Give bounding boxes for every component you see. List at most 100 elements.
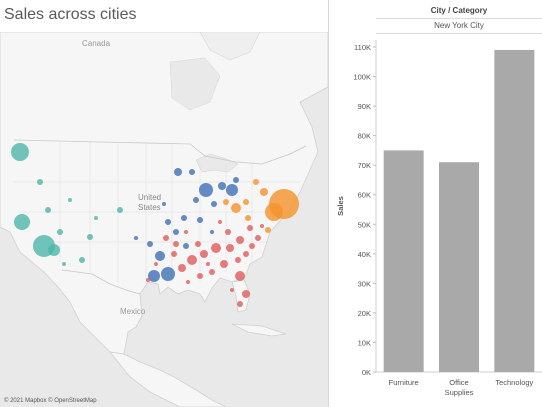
map-bubbles[interactable] [11,143,299,307]
y-tick-label: 90K [358,102,371,111]
map-bubble-south[interactable] [211,243,221,253]
map-bubble-south[interactable] [243,251,249,257]
x-tick-label: Office Supplies [445,378,474,397]
map-bubble-south[interactable] [186,280,190,284]
bar-furniture[interactable] [383,150,424,372]
map-bubble-east[interactable] [253,179,259,185]
map-bubble-central[interactable] [181,215,187,221]
map-bubble-west[interactable] [48,244,60,256]
map-bubble-east[interactable] [265,227,271,233]
y-tick-label: 70K [358,161,371,170]
map-bubble-east[interactable] [260,188,268,196]
map-bubble-west[interactable] [68,198,72,202]
chart-header-title: City / Category [430,6,488,15]
map-bubble-south[interactable] [146,278,150,282]
map-bubble-central[interactable] [189,169,195,175]
map-bubble-east[interactable] [243,199,249,205]
map-bubble-south[interactable] [154,262,158,266]
map-bubble-central[interactable] [162,202,166,206]
map-land-cuba [231,323,287,337]
map-bubble-south[interactable] [255,235,261,241]
map-bubble-south[interactable] [187,255,197,265]
map-bubble-south[interactable] [195,241,201,247]
y-tick-label: 80K [358,132,371,141]
map-bubble-central[interactable] [165,219,171,225]
map-bubble-south[interactable] [197,273,203,279]
y-tick-label: 60K [358,191,371,200]
map-bubble-east[interactable] [245,215,251,221]
map-bubble-central[interactable] [197,217,203,223]
map-bubble-west[interactable] [11,143,29,161]
map-bubble-south[interactable] [237,301,243,307]
map-bubble-west[interactable] [45,207,51,213]
page-title: Sales across cities [4,6,137,23]
bar-technology[interactable] [494,49,535,373]
map-border-canada-us [13,139,307,165]
x-tick-label: Furniture [389,378,419,387]
map-bubble-south[interactable] [209,269,215,275]
map-bubble-west[interactable] [14,214,30,230]
map-bubble-west[interactable] [37,179,43,185]
map-bubble-central[interactable] [155,251,165,261]
map-credit: © 2021 Mapbox © OpenStreetMap [4,398,97,404]
map-bubble-west[interactable] [117,207,123,213]
map-bubble-west[interactable] [87,234,93,240]
map-bubble-east[interactable] [265,203,283,221]
map-bubble-central[interactable] [148,270,160,282]
map-bubble-east[interactable] [223,199,229,205]
map-bubble-central[interactable] [211,201,217,207]
map-bubble-central[interactable] [173,229,179,235]
map-bubble-west[interactable] [62,262,66,266]
map-bubble-south[interactable] [230,288,234,292]
map-bubble-west[interactable] [94,216,98,220]
map-bubble-south[interactable] [235,271,245,281]
map-bubble-west[interactable] [79,257,85,263]
map-bubble-west[interactable] [57,229,63,235]
map-bubble-central[interactable] [161,267,175,281]
y-tick-label: 30K [358,279,371,288]
map-bubble-south[interactable] [173,241,179,247]
map-bubble-south[interactable] [206,262,210,266]
map-bubble-south[interactable] [171,251,177,257]
y-tick-label: 10K [358,338,371,347]
map-bubble-south[interactable] [242,290,250,298]
map-border-us-mexico [61,269,141,295]
map-bubble-south[interactable] [200,250,208,258]
y-tick-label: 0K [362,368,371,377]
chart-header-city[interactable]: New York City [434,21,484,30]
map-bubble-south[interactable] [184,230,188,234]
map-bubble-south[interactable] [235,257,241,263]
map-bubble-south[interactable] [178,264,186,272]
header-rule-2 [376,33,542,34]
bar-chart: 0K 10K 20K 30K 40K 50K 60K 70K 80K 90K 100K 110K Sal… [336,40,542,397]
map-bubble-south[interactable] [226,244,234,252]
map-bubble-central[interactable] [199,183,213,197]
map-bubble-central[interactable] [233,177,239,183]
map-bubble-central[interactable] [210,230,214,234]
map-bubble-south[interactable] [247,225,253,231]
map-bubble-central[interactable] [183,243,189,249]
map-land-central-america [109,351,227,407]
map-land-arctic [199,32,261,61]
map-bubble-south[interactable] [163,235,169,241]
map-bubble-central[interactable] [147,241,153,247]
map-bubble-south[interactable] [225,229,231,235]
map-bubble-central[interactable] [193,197,199,203]
map-bubble-south[interactable] [249,243,255,249]
map-bubble-south[interactable] [236,236,244,244]
map-hudson-bay [169,57,221,111]
map-land-north-america [0,32,328,355]
bar-office-supplies[interactable] [439,162,479,372]
map-bubble-south[interactable] [218,220,222,224]
map-bubble-south[interactable] [260,224,264,228]
sales-map[interactable]: Canada United States Mexico [0,32,328,407]
map-bubble-central[interactable] [226,184,238,196]
map-bubble-central[interactable] [174,168,182,176]
map-bubble-central[interactable] [218,182,226,190]
y-tick-label: 100K [353,73,371,82]
map-bubble-east[interactable] [231,203,241,213]
map-label-mexico: Mexico [120,307,146,316]
map-bubble-central[interactable] [134,236,138,240]
x-tick-label: Technology [495,378,533,387]
map-bubble-south[interactable] [220,260,228,268]
